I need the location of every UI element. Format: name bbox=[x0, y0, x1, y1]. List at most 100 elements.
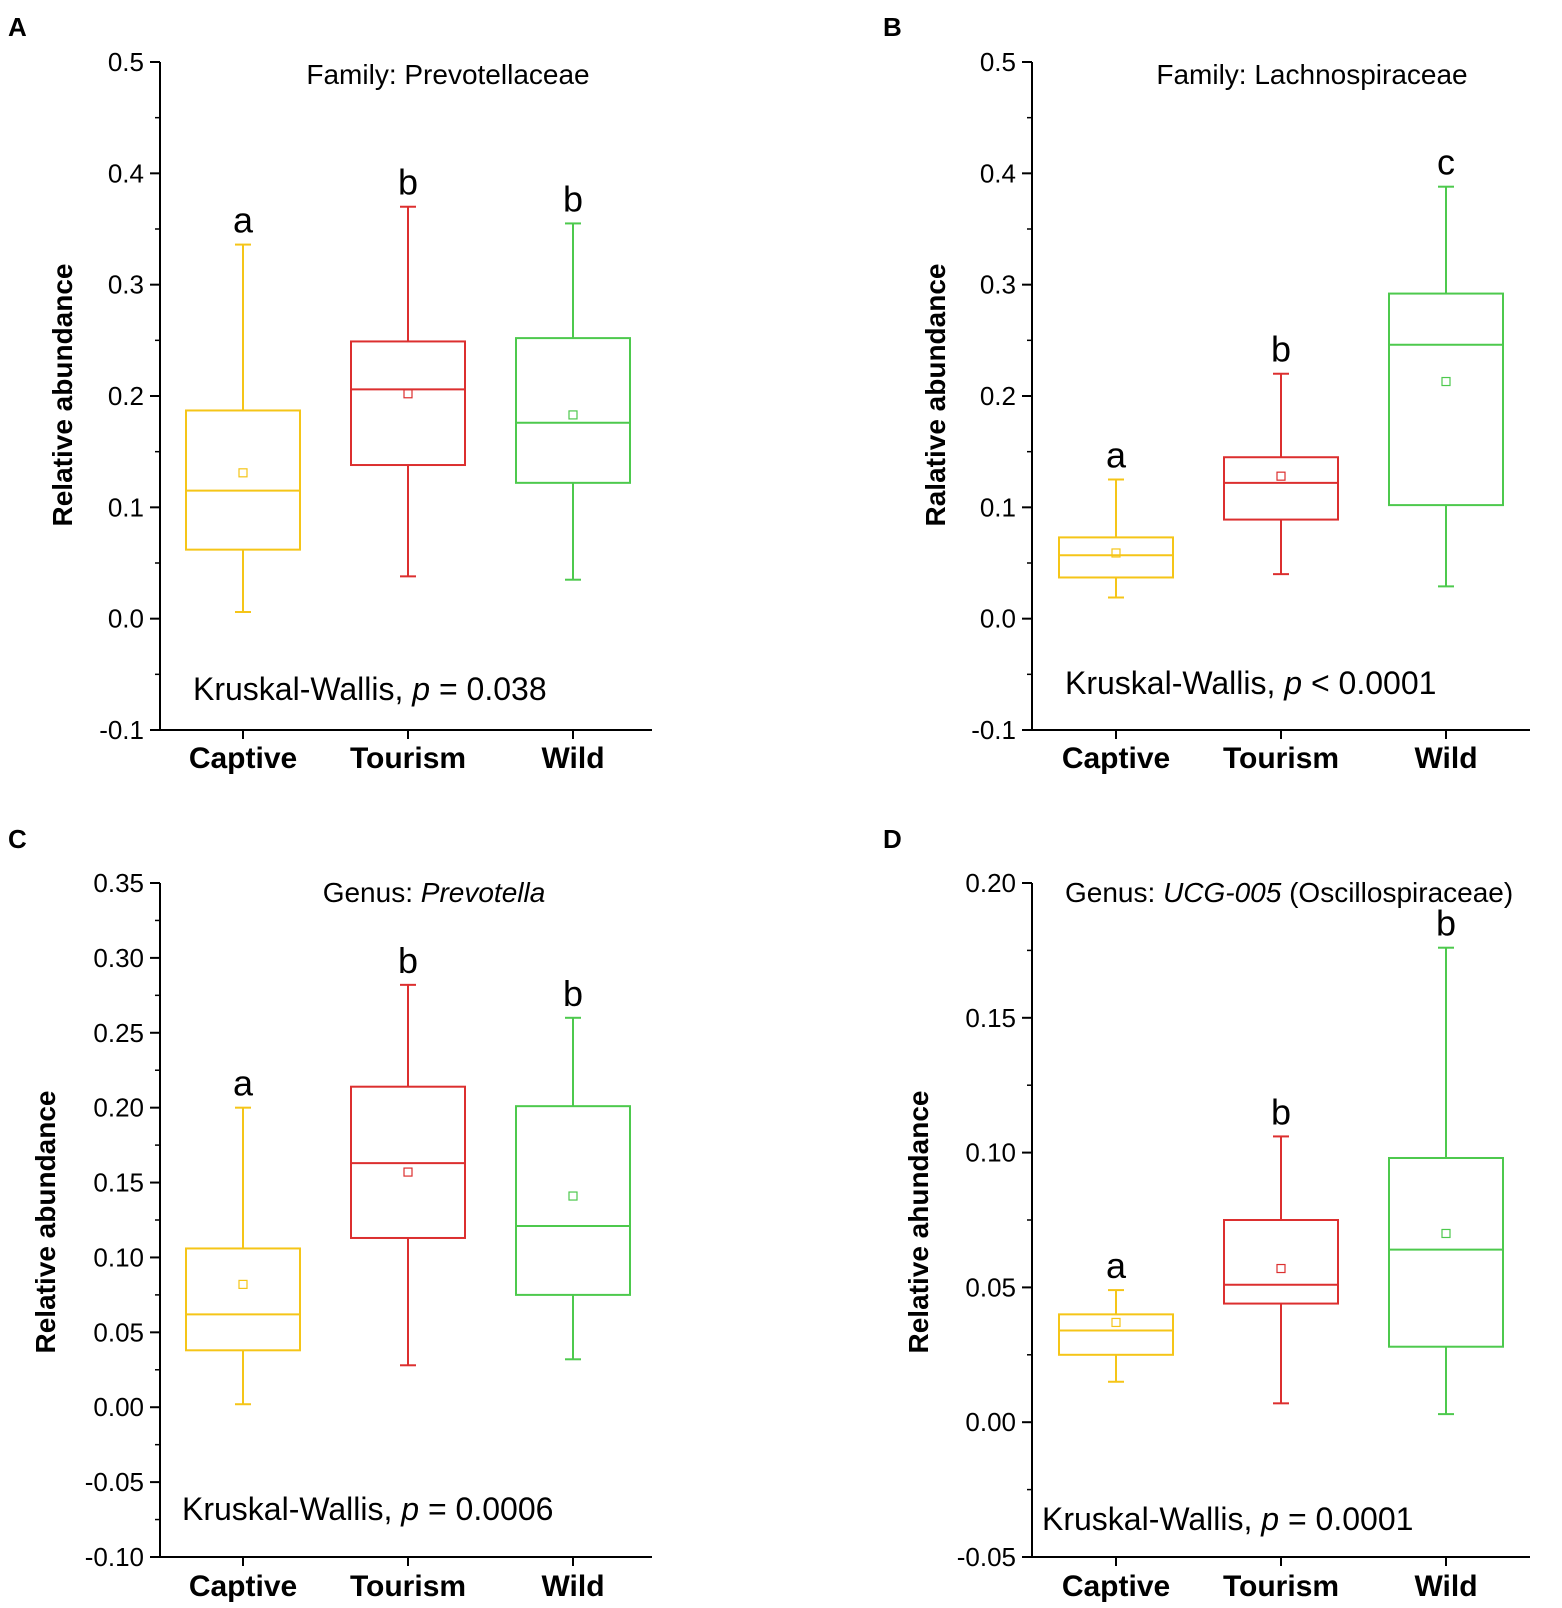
box-tourism: b bbox=[350, 162, 466, 578]
kruskal-wallis-annotation: Kruskal-Wallis, p < 0.0001 bbox=[1065, 665, 1436, 701]
stat-p: p bbox=[1283, 665, 1302, 701]
y-tick-label: 0.4 bbox=[980, 158, 1016, 188]
kruskal-wallis-annotation: Kruskal-Wallis, p = 0.038 bbox=[193, 671, 547, 707]
panel-d: D -0.05 0.00 0.05 0.10 0.15 0.20 Relative ahund… bbox=[883, 824, 1530, 1603]
y-tick-label: -0.05 bbox=[85, 1467, 144, 1497]
mean-marker bbox=[568, 1191, 578, 1201]
stat-value: < 0.0001 bbox=[1302, 665, 1436, 701]
box-iqr bbox=[350, 340, 466, 467]
mean-marker bbox=[1276, 471, 1286, 481]
y-tick-label: 0.3 bbox=[980, 270, 1016, 300]
box-captive: a bbox=[1058, 435, 1174, 599]
y-tick-label: 0.15 bbox=[93, 1168, 144, 1198]
mean-marker bbox=[1276, 1263, 1286, 1274]
y-tick-label: 0.1 bbox=[108, 492, 144, 522]
y-axis-label: Relative abundance bbox=[47, 264, 78, 527]
stat-p: p bbox=[411, 671, 430, 707]
box-captive: a bbox=[1058, 1245, 1174, 1383]
box-iqr bbox=[515, 337, 631, 484]
x-category-label: Tourism bbox=[350, 1570, 466, 1603]
y-tick-label: 0.10 bbox=[93, 1242, 144, 1272]
stat-p: p bbox=[400, 1491, 419, 1527]
panel-label: D bbox=[883, 824, 902, 854]
x-category-label: Captive bbox=[189, 742, 297, 775]
y-tick-label: 0.0 bbox=[980, 604, 1016, 634]
box-iqr bbox=[185, 1247, 301, 1352]
y-tick-label: 0.4 bbox=[108, 158, 144, 188]
x-category-label: Tourism bbox=[1223, 1570, 1339, 1603]
y-tick-label: 0.35 bbox=[93, 868, 144, 898]
significance-letter: a bbox=[233, 1063, 254, 1104]
title-taxon: Lachnospiraceae bbox=[1254, 59, 1467, 90]
x-category-label: Wild bbox=[541, 742, 604, 775]
panel-title: Genus: UCG-005 (Oscillospiraceae) bbox=[1065, 877, 1513, 908]
stat-prefix: Kruskal-Wallis, bbox=[1065, 665, 1284, 701]
y-tick-label: 0.25 bbox=[93, 1018, 144, 1048]
stat-p: p bbox=[1260, 1501, 1279, 1537]
panel-title: Family: Lachnospiraceae bbox=[1156, 59, 1467, 90]
significance-letter: a bbox=[233, 200, 254, 241]
title-taxon: Prevotellaceae bbox=[404, 59, 589, 90]
y-tick-label: 0.3 bbox=[108, 270, 144, 300]
significance-letter: c bbox=[1437, 142, 1455, 183]
box-wild: c bbox=[1388, 142, 1504, 588]
panel-label: A bbox=[8, 12, 27, 42]
title-taxon: UCG-005 bbox=[1163, 877, 1282, 908]
title-suffix: (Oscillospiraceae) bbox=[1281, 877, 1513, 908]
stat-value: = 0.0006 bbox=[419, 1491, 553, 1527]
x-category-label: Wild bbox=[1414, 742, 1477, 775]
mean-marker bbox=[403, 389, 413, 399]
significance-letter: b bbox=[1271, 1091, 1291, 1132]
mean-marker bbox=[403, 1167, 413, 1177]
stat-prefix: Kruskal-Wallis, bbox=[1042, 1501, 1261, 1537]
box-tourism: b bbox=[1223, 329, 1339, 576]
mean-marker bbox=[1111, 1317, 1121, 1328]
y-tick-label: 0.15 bbox=[965, 1003, 1016, 1033]
significance-letter: b bbox=[1436, 903, 1456, 944]
kruskal-wallis-annotation: Kruskal-Wallis, p = 0.0006 bbox=[182, 1491, 553, 1527]
x-category-label: Captive bbox=[189, 1570, 297, 1603]
title-prefix: Family: bbox=[1156, 59, 1254, 90]
mean-marker bbox=[238, 468, 248, 478]
y-tick-label: 0.5 bbox=[108, 47, 144, 77]
y-tick-label: 0.20 bbox=[93, 1093, 144, 1123]
x-category-label: Wild bbox=[541, 1570, 604, 1603]
y-tick-label: 0.2 bbox=[980, 381, 1016, 411]
box-iqr bbox=[185, 409, 301, 551]
significance-letter: b bbox=[1271, 329, 1291, 370]
y-tick-label: 0.00 bbox=[93, 1392, 144, 1422]
title-taxon: Prevotella bbox=[421, 877, 546, 908]
mean-marker bbox=[238, 1279, 248, 1290]
y-axis-label: Ralative abundance bbox=[920, 264, 951, 527]
stat-prefix: Kruskal-Wallis, bbox=[182, 1491, 401, 1527]
x-category-label: Tourism bbox=[1223, 742, 1339, 775]
significance-letter: a bbox=[1106, 435, 1127, 476]
significance-letter: b bbox=[563, 178, 583, 219]
mean-marker bbox=[568, 410, 578, 420]
mean-marker bbox=[1111, 548, 1121, 558]
x-category-label: Captive bbox=[1062, 742, 1170, 775]
y-tick-label: 0.10 bbox=[965, 1138, 1016, 1168]
panel-a: A -0.1 0.0 0.1 0.2 0.3 0.4 0.5 Relative abundanc… bbox=[8, 12, 652, 775]
box-tourism: b bbox=[350, 940, 466, 1367]
box-captive: a bbox=[185, 1063, 301, 1406]
box-iqr bbox=[1388, 292, 1504, 507]
y-tick-label: 0.0 bbox=[108, 604, 144, 634]
box-iqr bbox=[1223, 456, 1339, 521]
y-tick-label: 0.20 bbox=[965, 868, 1016, 898]
box-iqr bbox=[1223, 1219, 1339, 1305]
panel-label: C bbox=[8, 824, 27, 854]
y-axis-label: Relative abundance bbox=[30, 1091, 61, 1354]
box-iqr bbox=[1388, 1156, 1504, 1348]
stat-value: = 0.038 bbox=[430, 671, 547, 707]
box-wild: b bbox=[515, 178, 631, 581]
title-prefix: Genus: bbox=[1065, 877, 1163, 908]
panel-title: Genus: Prevotella bbox=[323, 877, 546, 908]
box-iqr bbox=[1058, 536, 1174, 579]
y-tick-label: -0.1 bbox=[971, 715, 1016, 745]
box-iqr bbox=[515, 1105, 631, 1296]
y-tick-label: 0.30 bbox=[93, 943, 144, 973]
significance-letter: b bbox=[398, 162, 418, 203]
box-wild: b bbox=[515, 973, 631, 1361]
